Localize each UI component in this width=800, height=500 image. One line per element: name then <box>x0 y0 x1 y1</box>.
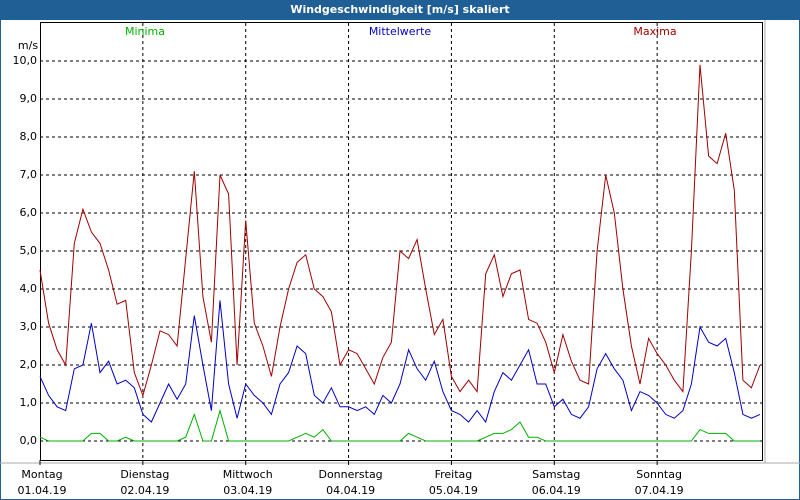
y-tick-label: 8,0 <box>20 130 38 143</box>
series-line <box>39 408 760 442</box>
legend-entry: Mittelwerte <box>369 25 432 38</box>
x-tick-label: Freitag <box>435 468 473 481</box>
x-tick-label: Donnerstag <box>318 468 382 481</box>
x-tick-date: 05.04.19 <box>429 484 478 497</box>
y-tick-label: 6,0 <box>20 206 38 219</box>
x-tick-date: 03.04.19 <box>223 484 272 497</box>
x-tick-label: Samstag <box>532 468 580 481</box>
x-tick-label: Dienstag <box>120 468 169 481</box>
title-bar <box>0 0 800 20</box>
x-tick-date: 01.04.19 <box>18 484 67 497</box>
x-tick-label: Mittwoch <box>223 468 273 481</box>
x-tick-label: Sonntag <box>636 468 682 481</box>
y-unit: m/s <box>18 39 38 52</box>
chart-title: Windgeschwindigkeit [m/s] skaliert <box>290 3 509 16</box>
y-tick-label: 7,0 <box>20 168 38 181</box>
y-tick-label: 1,0 <box>20 396 38 409</box>
x-tick-date: 06.04.19 <box>532 484 581 497</box>
y-tick-label: 9,0 <box>20 92 38 105</box>
x-tick-date: 07.04.19 <box>635 484 684 497</box>
y-tick-label: 0,0 <box>20 434 38 447</box>
y-tick-label: 3,0 <box>20 320 38 333</box>
x-tick-label: Montag <box>21 468 62 481</box>
y-tick-label: 10,0 <box>13 54 38 67</box>
legend-entry: Minima <box>125 25 165 38</box>
plot-frame <box>40 22 763 461</box>
x-tick-date: 02.04.19 <box>120 484 169 497</box>
series-line <box>39 64 761 398</box>
y-tick-label: 2,0 <box>20 358 38 371</box>
legend-entry: Maxima <box>633 25 676 38</box>
y-tick-label: 5,0 <box>20 244 38 257</box>
x-tick-date: 04.04.19 <box>326 484 375 497</box>
y-tick-label: 4,0 <box>20 282 38 295</box>
series-line <box>39 300 761 424</box>
